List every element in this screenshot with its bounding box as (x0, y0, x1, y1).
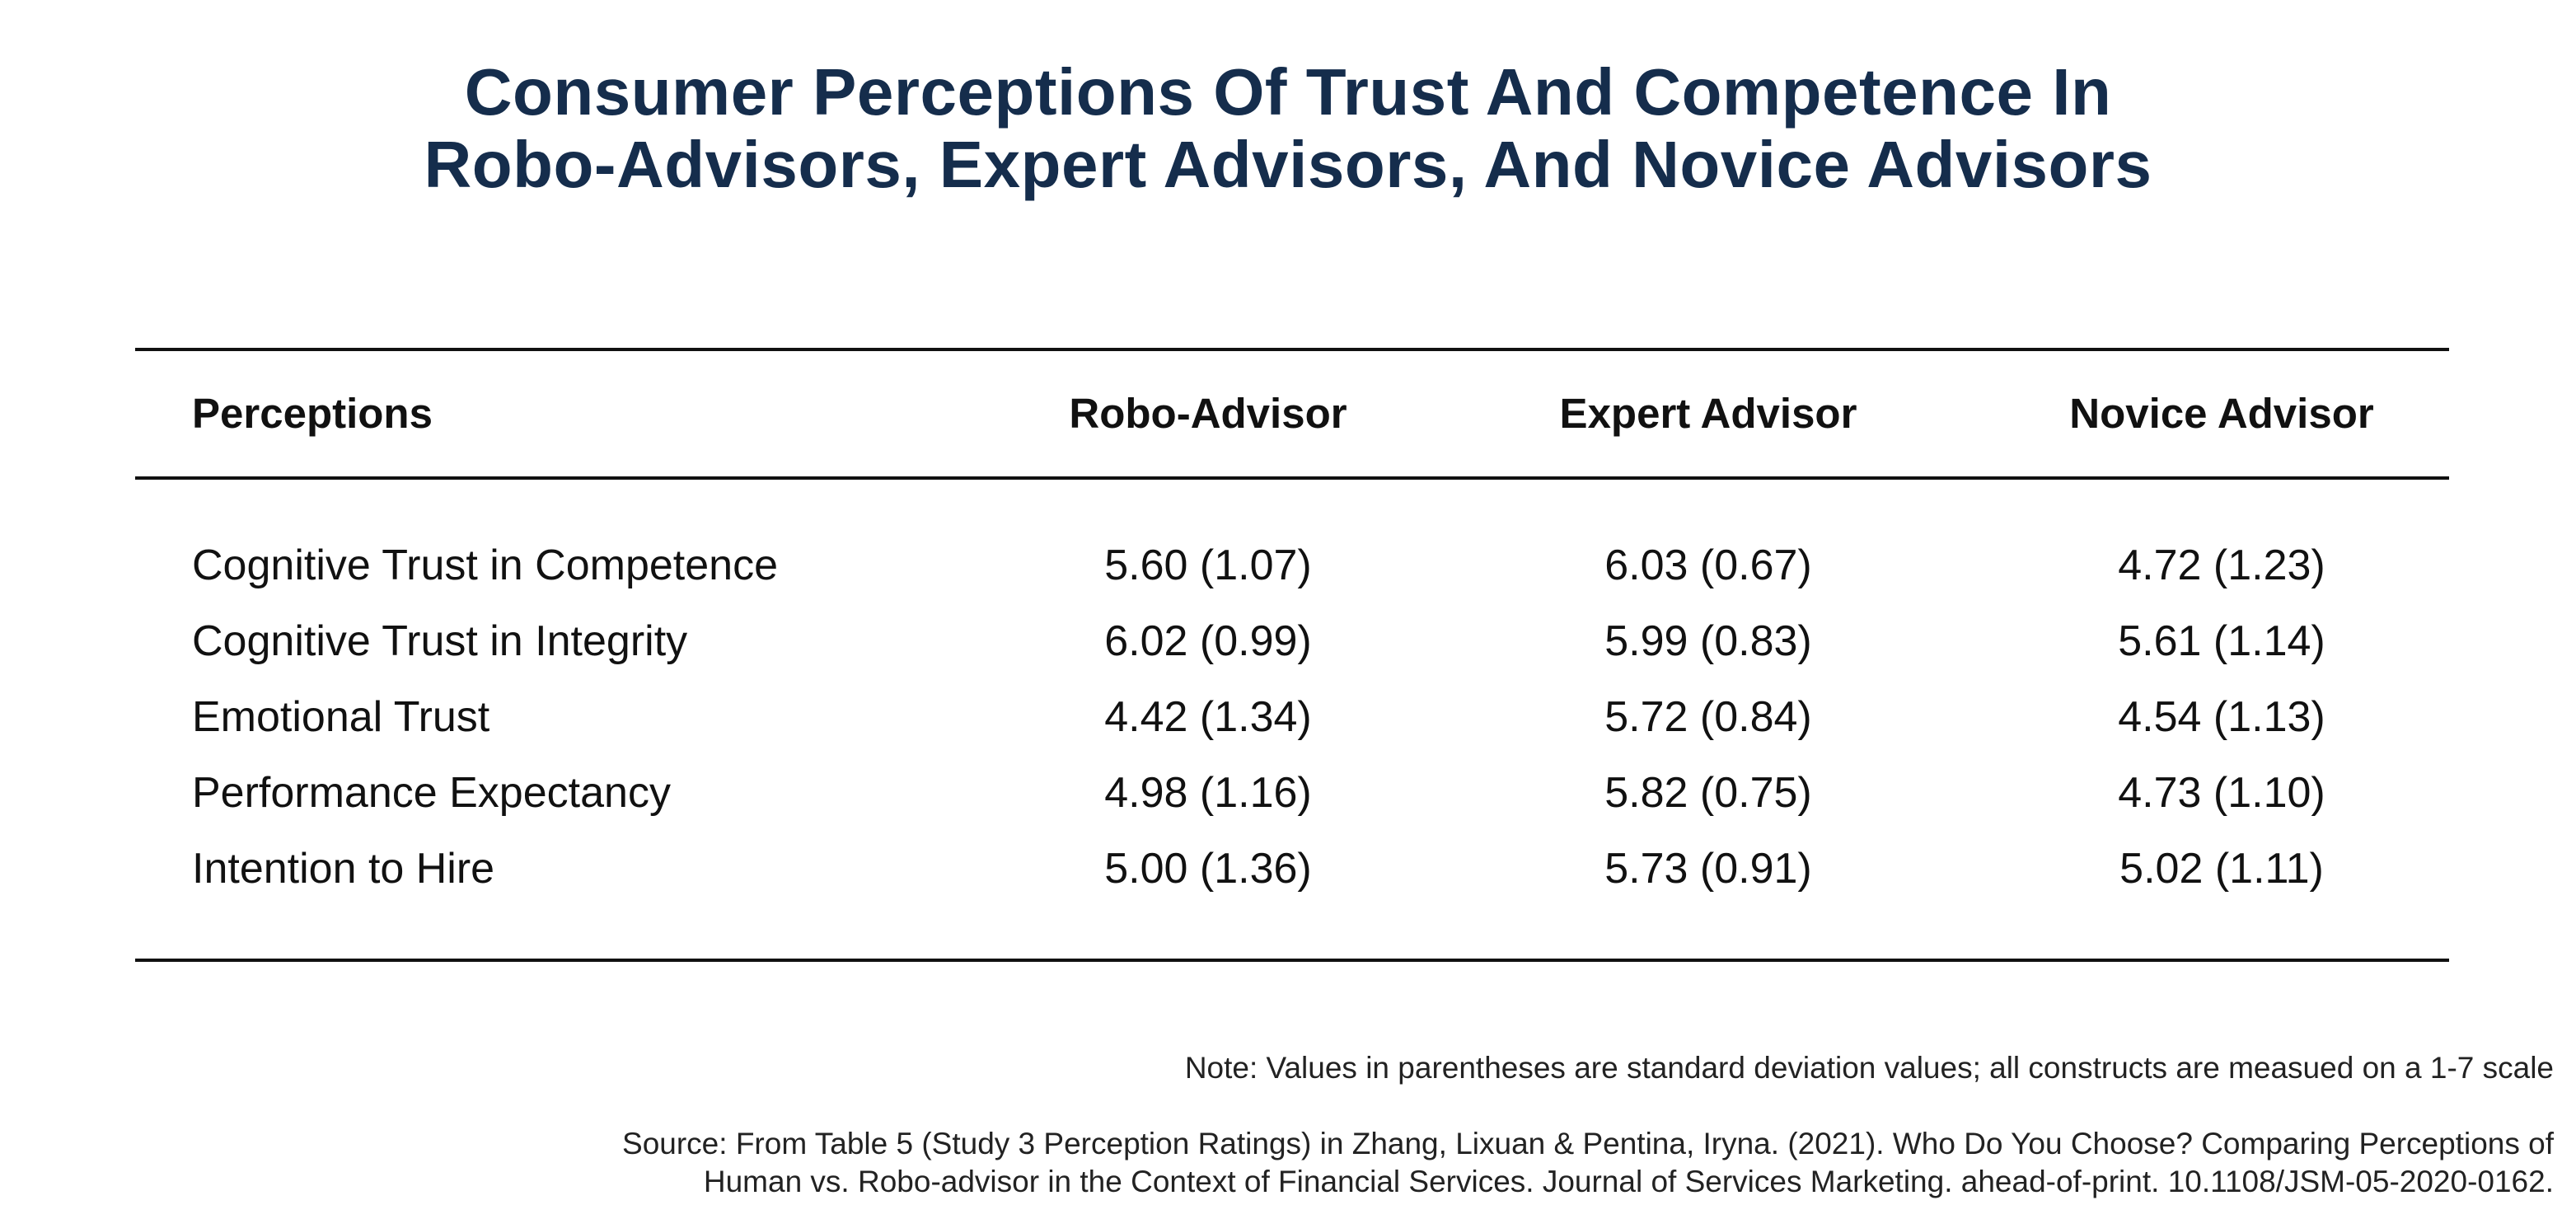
table-header-row: Perceptions Robo-Advisor Expert Advisor … (0, 381, 2576, 447)
novice-advisor-value: 4.72 (1.23) (2118, 542, 2325, 589)
title-line-2: Robo-Advisors, Expert Advisors, And Novi… (424, 128, 2152, 201)
row-label: Emotional Trust (192, 693, 490, 741)
table-row: Intention to Hire 5.00 (1.36) 5.73 (0.91… (0, 836, 2576, 902)
expert-advisor-value: 5.82 (0.75) (1604, 769, 1812, 817)
row-label: Intention to Hire (192, 845, 495, 893)
source-line-1: Source: From Table 5 (Study 3 Perception… (622, 1127, 2554, 1160)
novice-advisor-value: 5.02 (1.11) (2119, 845, 2324, 893)
header-perceptions: Perceptions (192, 390, 433, 437)
header-novice-advisor: Novice Advisor (2069, 390, 2374, 437)
expert-advisor-value: 5.73 (0.91) (1604, 845, 1812, 893)
table-note: Note: Values in parentheses are standard… (1184, 1051, 2554, 1085)
table-row: Cognitive Trust in Integrity 6.02 (0.99)… (0, 608, 2576, 674)
robo-advisor-value: 5.00 (1.36) (1104, 845, 1312, 893)
page-title: Consumer Perceptions Of Trust And Compet… (0, 56, 2576, 201)
novice-advisor-value: 4.54 (1.13) (2118, 693, 2325, 741)
row-label: Cognitive Trust in Integrity (192, 617, 688, 665)
table-header-rule (135, 476, 2449, 480)
expert-advisor-value: 5.72 (0.84) (1604, 693, 1812, 741)
source-line-2: Human vs. Robo-advisor in the Context of… (703, 1165, 2554, 1198)
header-expert-advisor: Expert Advisor (1559, 390, 1857, 437)
expert-advisor-value: 5.99 (0.83) (1604, 617, 1812, 665)
table-top-rule (135, 348, 2449, 351)
table-row: Cognitive Trust in Competence 5.60 (1.07… (0, 532, 2576, 598)
row-label: Performance Expectancy (192, 769, 671, 817)
expert-advisor-value: 6.03 (0.67) (1604, 542, 1812, 589)
robo-advisor-value: 4.42 (1.34) (1104, 693, 1312, 741)
header-robo-advisor: Robo-Advisor (1069, 390, 1347, 437)
title-line-1: Consumer Perceptions Of Trust And Compet… (464, 55, 2112, 129)
robo-advisor-value: 5.60 (1.07) (1104, 542, 1312, 589)
novice-advisor-value: 4.73 (1.10) (2118, 769, 2325, 817)
robo-advisor-value: 4.98 (1.16) (1104, 769, 1312, 817)
table-row: Emotional Trust 4.42 (1.34) 5.72 (0.84) … (0, 684, 2576, 750)
robo-advisor-value: 6.02 (0.99) (1104, 617, 1312, 665)
novice-advisor-value: 5.61 (1.14) (2118, 617, 2325, 665)
table-bottom-rule (135, 959, 2449, 962)
table-row: Performance Expectancy 4.98 (1.16) 5.82 … (0, 760, 2576, 826)
source-citation: Source: From Table 5 (Study 3 Perception… (622, 1125, 2554, 1201)
row-label: Cognitive Trust in Competence (192, 542, 779, 589)
